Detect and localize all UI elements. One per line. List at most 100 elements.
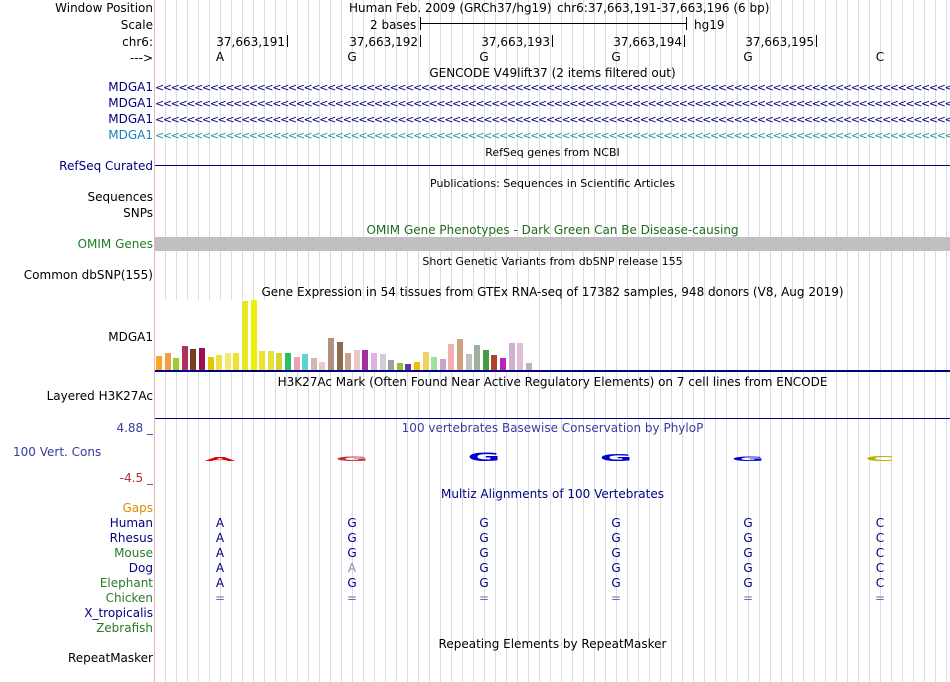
gtex-tissue-bar[interactable]: [302, 354, 309, 370]
gtex-tissue-bar[interactable]: [190, 349, 197, 370]
gtex-tissue-bar[interactable]: [259, 351, 266, 370]
gtex-tissue-bar[interactable]: [267, 351, 274, 370]
species-label[interactable]: Zebrafish: [96, 621, 153, 635]
grid-line: [638, 0, 639, 682]
gencode-title: GENCODE V49lift37 (2 items filtered out): [429, 66, 676, 80]
gencode-transcript[interactable]: <<<<<<<<<<<<<<<<<<<<<<<<<<<<<<<<<<<<<<<<…: [155, 98, 950, 110]
gtex-tissue-bar[interactable]: [500, 358, 506, 370]
dbsnp-label[interactable]: Common dbSNP(155): [23, 268, 153, 282]
alignment-base: =: [742, 591, 754, 605]
gtex-tissue-bar[interactable]: [422, 352, 429, 370]
gtex-chart[interactable]: [155, 300, 535, 370]
phylop-letter: G: [336, 455, 369, 462]
gtex-tissue-bar[interactable]: [310, 358, 317, 370]
omim-gene-bar[interactable]: [155, 237, 950, 251]
gtex-tissue-bar[interactable]: [457, 339, 463, 370]
grid-line: [572, 0, 573, 682]
alignment-base: A: [215, 546, 225, 560]
grid-line: [913, 0, 914, 682]
species-label[interactable]: Human: [109, 516, 153, 530]
gencode-transcript[interactable]: <<<<<<<<<<<<<<<<<<<<<<<<<<<<<<<<<<<<<<<<…: [155, 130, 950, 142]
refseq-label[interactable]: RefSeq Curated: [59, 159, 153, 173]
h3k27ac-label[interactable]: Layered H3K27Ac: [46, 389, 153, 403]
species-label[interactable]: Rhesus: [109, 531, 153, 545]
gtex-tissue-bar[interactable]: [482, 350, 489, 370]
gtex-tissue-bar[interactable]: [353, 350, 360, 370]
alignment-base: C: [875, 546, 885, 560]
phylop-label[interactable]: 100 Vert. Cons: [13, 445, 102, 459]
refseq-gene-line[interactable]: [155, 165, 950, 166]
gtex-tissue-bar[interactable]: [431, 357, 438, 370]
gencode-transcript[interactable]: <<<<<<<<<<<<<<<<<<<<<<<<<<<<<<<<<<<<<<<<…: [155, 82, 950, 94]
grid-line: [704, 0, 705, 682]
position-text[interactable]: chr6:37,663,191-37,663,196 (6 bp): [557, 1, 770, 15]
gtex-tissue-bar[interactable]: [328, 338, 334, 370]
reference-base: A: [215, 50, 225, 64]
refseq-title: RefSeq genes from NCBI: [485, 146, 620, 159]
gaps-label[interactable]: Gaps: [122, 501, 153, 515]
species-label[interactable]: Mouse: [114, 546, 153, 560]
gtex-tissue-bar[interactable]: [293, 357, 300, 370]
gtex-label[interactable]: MDGA1: [108, 330, 153, 344]
gtex-tissue-bar[interactable]: [388, 360, 395, 370]
gtex-tissue-bar[interactable]: [474, 345, 481, 370]
gtex-tissue-bar[interactable]: [465, 354, 472, 370]
alignment-base: G: [743, 561, 753, 575]
gtex-tissue-bar[interactable]: [276, 353, 283, 370]
reference-base: G: [611, 50, 621, 64]
gtex-tissue-bar[interactable]: [448, 344, 455, 370]
repeatmasker-label[interactable]: RepeatMasker: [67, 651, 153, 665]
species-label[interactable]: X_tropicalis: [84, 606, 153, 620]
gtex-tissue-bar[interactable]: [396, 363, 403, 370]
gtex-tissue-bar[interactable]: [439, 359, 446, 370]
species-label[interactable]: Elephant: [99, 576, 153, 590]
gtex-tissue-bar[interactable]: [199, 348, 205, 370]
gtex-tissue-bar[interactable]: [164, 353, 171, 370]
alignment-base: C: [875, 531, 885, 545]
gtex-tissue-bar[interactable]: [319, 362, 326, 370]
grid-line: [605, 0, 606, 682]
gencode-gene-label[interactable]: MDGA1: [108, 128, 153, 142]
gtex-tissue-bar[interactable]: [405, 364, 412, 370]
grid-line: [561, 0, 562, 682]
gencode-transcript[interactable]: <<<<<<<<<<<<<<<<<<<<<<<<<<<<<<<<<<<<<<<<…: [155, 114, 950, 126]
gtex-tissue-bar[interactable]: [336, 342, 343, 370]
gencode-gene-label[interactable]: MDGA1: [108, 80, 153, 94]
gtex-tissue-bar[interactable]: [491, 355, 498, 370]
gtex-tissue-bar[interactable]: [517, 343, 524, 370]
dbsnp-title: Short Genetic Variants from dbSNP releas…: [422, 255, 683, 268]
gtex-tissue-bar[interactable]: [371, 353, 377, 370]
gtex-tissue-bar[interactable]: [156, 356, 162, 370]
gtex-tissue-bar[interactable]: [173, 358, 180, 370]
grid-line: [748, 0, 749, 682]
gtex-tissue-bar[interactable]: [508, 343, 515, 370]
gtex-tissue-bar[interactable]: [525, 363, 532, 370]
snps-label[interactable]: SNPs: [123, 206, 153, 220]
alignment-base: =: [214, 591, 226, 605]
gencode-gene-label[interactable]: MDGA1: [108, 112, 153, 126]
omim-label[interactable]: OMIM Genes: [77, 237, 153, 251]
alignment-base: A: [347, 561, 357, 575]
gtex-tissue-bar[interactable]: [242, 301, 248, 370]
gtex-tissue-bar[interactable]: [250, 300, 257, 370]
gtex-tissue-bar[interactable]: [414, 362, 420, 370]
scale-text: 2 bases: [370, 18, 417, 32]
gtex-tissue-bar[interactable]: [216, 355, 223, 370]
reference-base: G: [743, 50, 753, 64]
gtex-tissue-bar[interactable]: [379, 354, 386, 370]
alignment-base: G: [743, 531, 753, 545]
gtex-tissue-bar[interactable]: [224, 353, 231, 370]
species-label[interactable]: Dog: [128, 561, 153, 575]
gtex-tissue-bar[interactable]: [181, 346, 188, 370]
gtex-tissue-bar[interactable]: [362, 350, 369, 370]
gtex-tissue-bar[interactable]: [233, 353, 240, 370]
omim-title: OMIM Gene Phenotypes - Dark Green Can Be…: [366, 223, 739, 237]
gtex-tissue-bar[interactable]: [345, 353, 352, 370]
gtex-tissue-bar[interactable]: [285, 353, 291, 370]
grid-line: [825, 0, 826, 682]
species-label[interactable]: Chicken: [105, 591, 153, 605]
sequences-label[interactable]: Sequences: [87, 190, 153, 204]
gencode-gene-label[interactable]: MDGA1: [108, 96, 153, 110]
gtex-tissue-bar[interactable]: [207, 357, 214, 370]
